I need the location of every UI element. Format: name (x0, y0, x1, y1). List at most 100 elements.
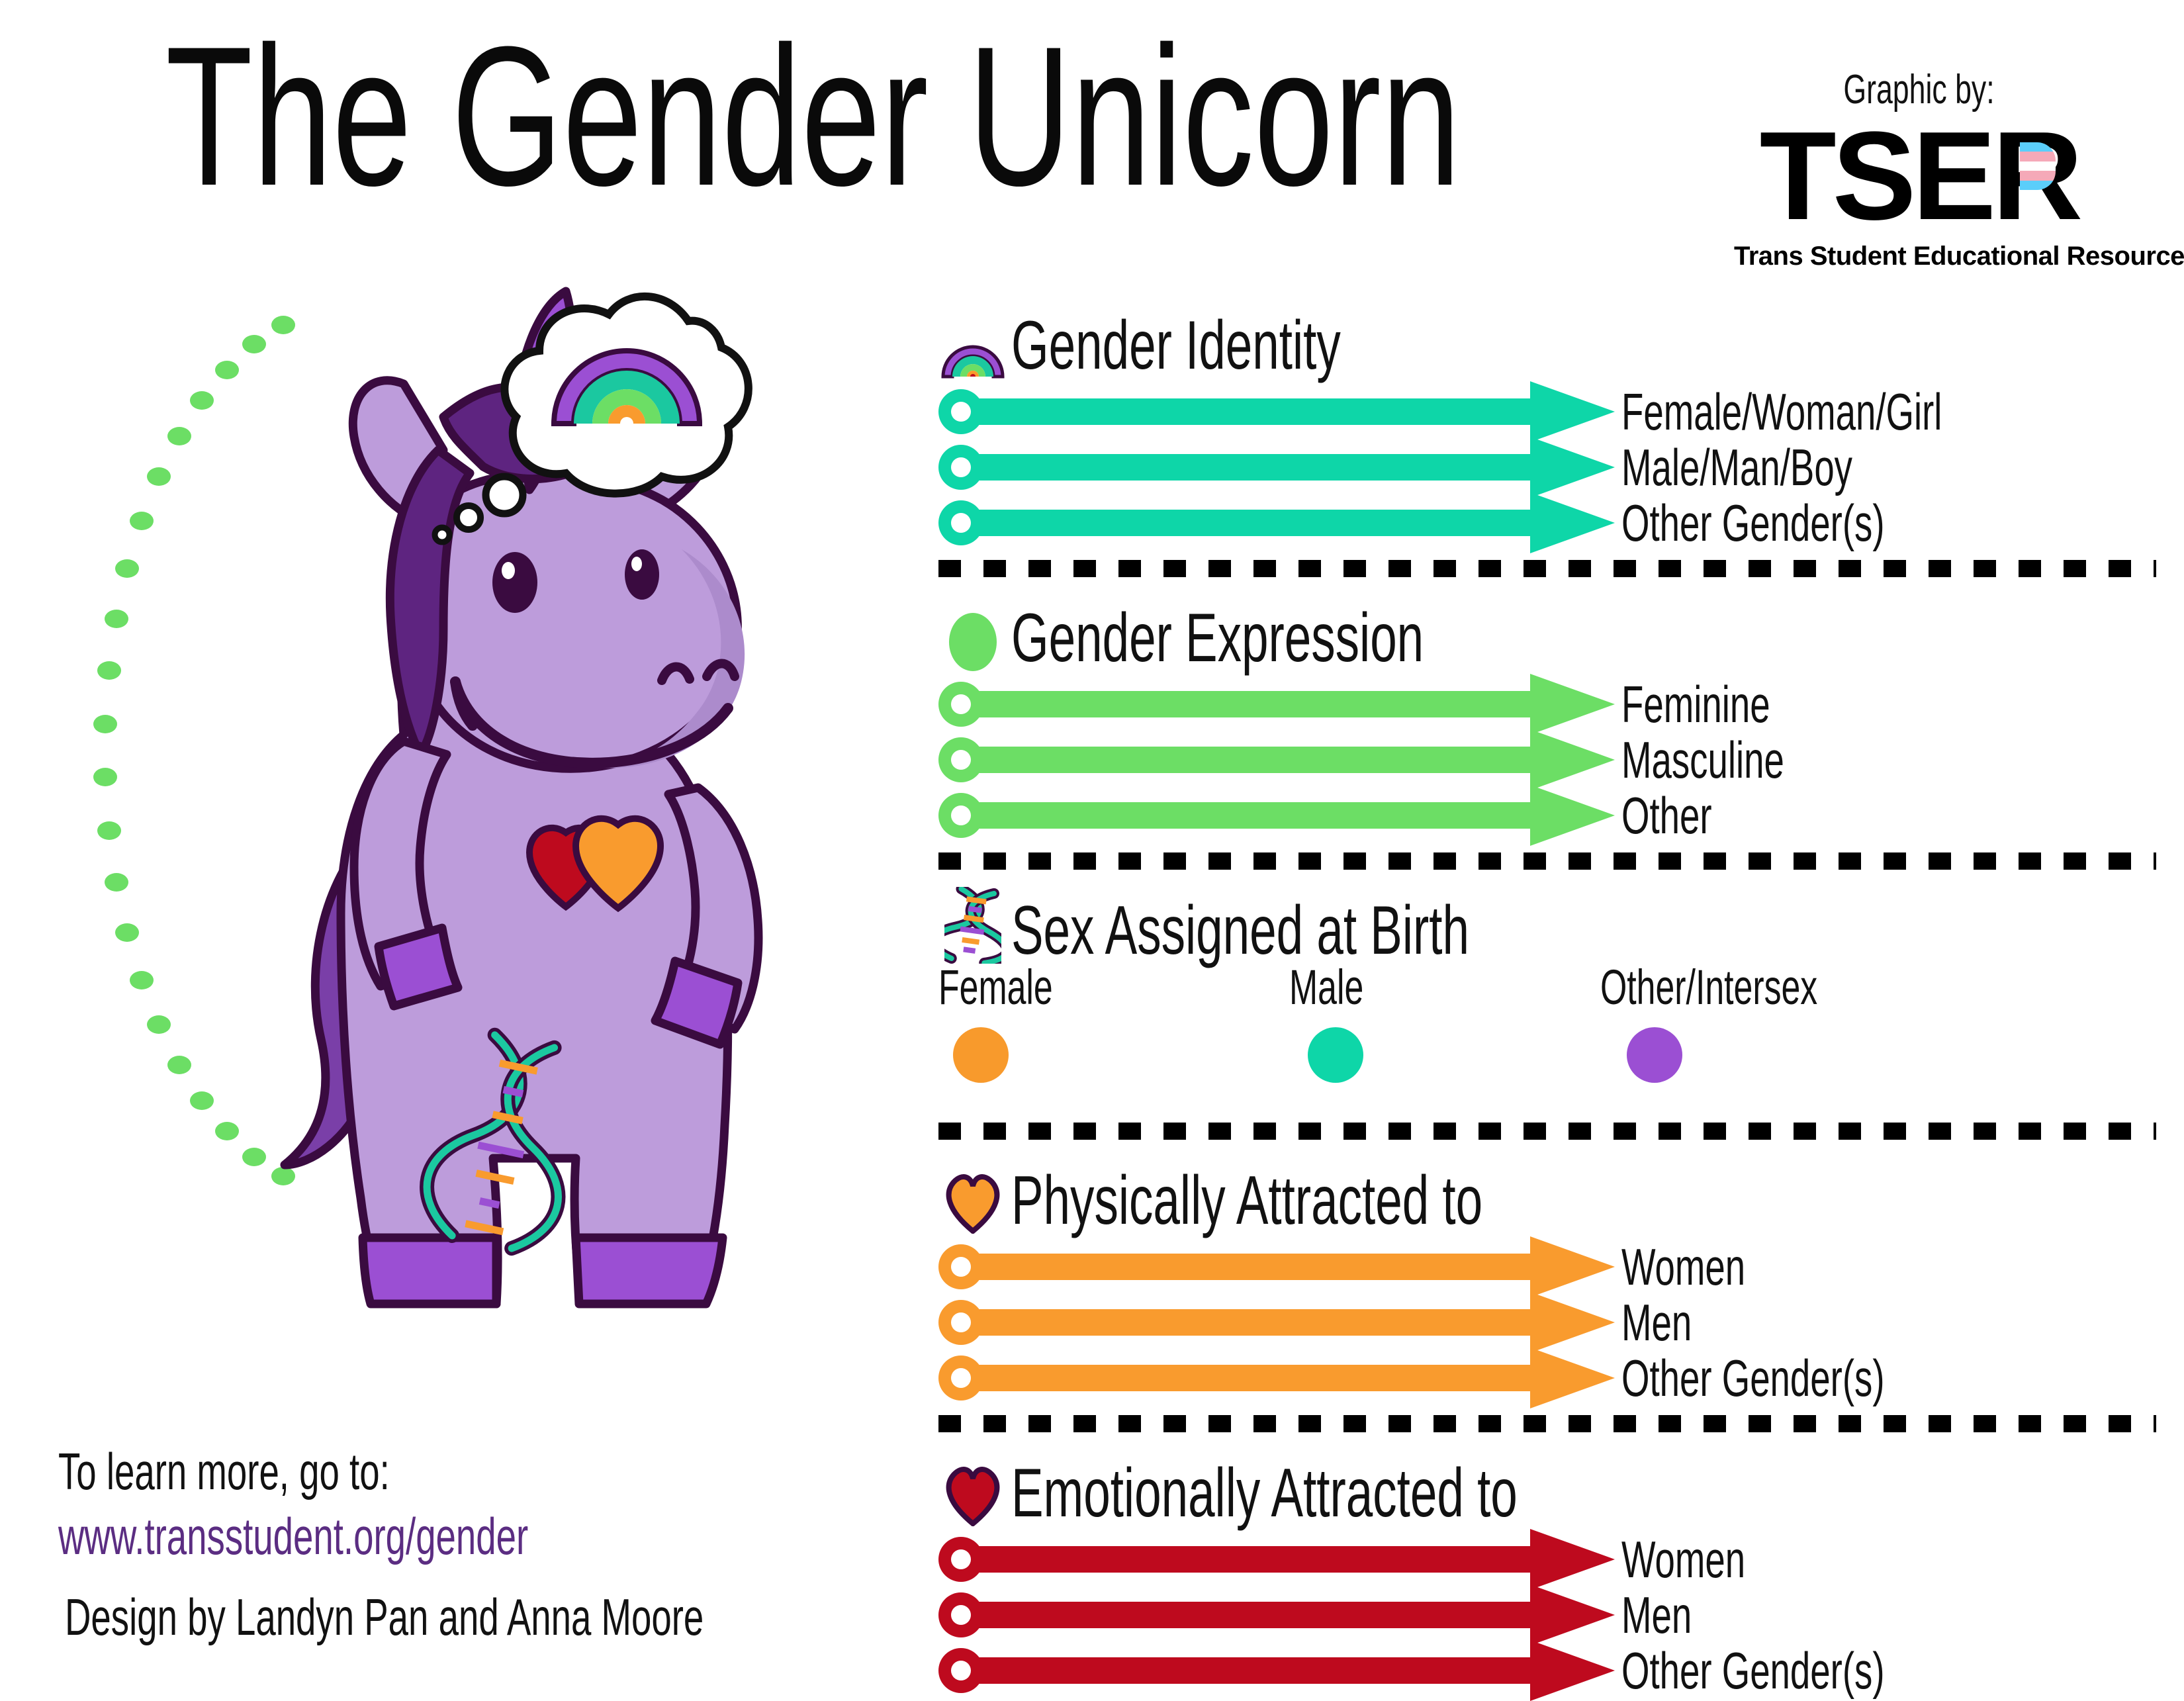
section-header: Emotionally Attracted to (938, 1439, 2156, 1532)
green-dot (115, 559, 140, 578)
green-dot (271, 1167, 295, 1186)
green-dot (242, 335, 267, 354)
arrow-label: Other Gender(s) (1621, 494, 1885, 552)
arrow-knob (938, 1592, 983, 1637)
arrow-shaft (976, 1254, 1531, 1280)
green-dot (104, 609, 128, 628)
section-emotionally-attracted-to: Emotionally Attracted to Women Men Other… (938, 1439, 2156, 1701)
section-header: Gender Identity (938, 291, 2156, 384)
section-title: Physically Attracted to (1011, 1162, 1483, 1239)
section-header: Physically Attracted to (938, 1146, 2156, 1239)
green-dot (97, 821, 121, 840)
tser-logo: Graphic by: TSER Trans Student Education… (1734, 66, 2184, 271)
trans-flag-icon (2020, 142, 2056, 190)
arrow-shaft (976, 454, 1531, 481)
learn-more-label: To learn more, go to: (58, 1442, 390, 1500)
section-sex-assigned-at-birth: Sex Assigned at Birth Female Male Other/… (938, 876, 2156, 1113)
green-dot (271, 315, 295, 334)
arrow-knob (938, 445, 983, 490)
arrow-row: Men (938, 1292, 2156, 1353)
sab-label-row: Female Male Other/Intersex (938, 960, 2156, 1027)
arrow-label: Other Gender(s) (1621, 1349, 1885, 1407)
green-dot (167, 427, 191, 446)
arrow-tip (1530, 1348, 1615, 1408)
arrow-tip (1530, 381, 1615, 442)
section-title: Emotionally Attracted to (1011, 1455, 1518, 1532)
arrow-shaft (976, 1309, 1531, 1336)
arrow-knob (938, 1300, 983, 1345)
arrow-row: Men (938, 1585, 2156, 1645)
arrow-shaft (976, 1365, 1531, 1391)
green-dot (190, 1091, 214, 1110)
arrow-shaft (976, 398, 1531, 425)
arrow-list: Women Men Other Gender(s) (938, 1529, 2156, 1701)
arrow-row: Masculine (938, 729, 2156, 790)
section-divider (938, 560, 2156, 577)
thought-bubble-icon (432, 292, 752, 545)
arrow-list: Women Men Other Gender(s) (938, 1236, 2156, 1408)
green-dot (146, 1015, 171, 1034)
tser-wordmark: TSER (1759, 106, 2083, 246)
footer: To learn more, go to: www.transstudent.o… (58, 1442, 730, 1645)
arrow-knob (938, 737, 983, 782)
arrow-label: Feminine (1621, 675, 1770, 733)
arrow-label: Male/Man/Boy (1621, 438, 1852, 496)
green-dot (129, 512, 154, 531)
arrow-label: Men (1621, 1293, 1692, 1352)
unicorn-figure (280, 287, 763, 1309)
section-gender-identity: Gender Identity Female/Woman/Girl Male/M… (938, 291, 2156, 553)
arrow-knob (938, 682, 983, 727)
arrow-tip (1530, 437, 1615, 498)
arrow-row: Other (938, 785, 2156, 846)
section-title: Gender Identity (1011, 307, 1341, 384)
arrow-tip (1530, 729, 1615, 790)
arrow-shaft (976, 510, 1531, 536)
arrow-tip (1530, 1640, 1615, 1701)
arrow-knob (938, 793, 983, 838)
arrow-shaft (976, 1602, 1531, 1628)
arrow-label: Other Gender(s) (1621, 1641, 1885, 1700)
sab-label-female: Female (938, 960, 1053, 1015)
sab-circle-female (953, 1027, 1009, 1083)
green-dot (215, 1122, 240, 1141)
transstudent-link[interactable]: www.transstudent.org/gender (58, 1507, 529, 1565)
arrow-label: Female/Woman/Girl (1621, 383, 1942, 441)
arrow-knob (938, 1537, 983, 1582)
section-divider (938, 1415, 2156, 1432)
arrow-row: Feminine (938, 674, 2156, 735)
arrow-row: Other Gender(s) (938, 1348, 2156, 1408)
arrow-shaft (976, 1546, 1531, 1573)
arrow-shaft (976, 1657, 1531, 1684)
arrow-label: Men (1621, 1586, 1692, 1644)
arrow-knob (938, 500, 983, 545)
arrow-shaft (976, 691, 1531, 717)
green-dot (129, 970, 154, 989)
sab-circle-other (1627, 1027, 1682, 1083)
arrow-row: Other Gender(s) (938, 1640, 2156, 1701)
arrow-label: Women (1621, 1530, 1746, 1588)
arrow-tip (1530, 1529, 1615, 1590)
arrow-tip (1530, 1585, 1615, 1645)
arrow-shaft (976, 747, 1531, 773)
section-header: Sex Assigned at Birth (938, 876, 2156, 969)
section-physically-attracted-to: Physically Attracted to Women Men Other … (938, 1146, 2156, 1408)
green-dot (93, 714, 118, 733)
green-dot (190, 391, 214, 410)
green-dot (146, 467, 171, 486)
tser-subtitle: Trans Student Educational Resources (1734, 242, 2184, 271)
arrow-label: Other (1621, 786, 1712, 845)
arrow-list: Female/Woman/Girl Male/Man/Boy Other Gen… (938, 381, 2156, 553)
sab-label-other: Other/Intersex (1600, 960, 1818, 1015)
dna-icon (938, 887, 1007, 964)
arrow-tip (1530, 1236, 1615, 1297)
green-dot-arc (40, 285, 410, 1211)
arrow-knob (938, 1356, 983, 1401)
arrow-tip (1530, 674, 1615, 735)
unicorn-illustration (40, 285, 913, 1410)
section-title: Sex Assigned at Birth (1011, 892, 1469, 969)
graphic-by-label: Graphic by: (1843, 67, 1995, 113)
section-divider (938, 1123, 2156, 1140)
green-dot (93, 768, 118, 787)
arrow-row: Female/Woman/Girl (938, 381, 2156, 442)
sab-label-male: Male (1289, 960, 1364, 1015)
